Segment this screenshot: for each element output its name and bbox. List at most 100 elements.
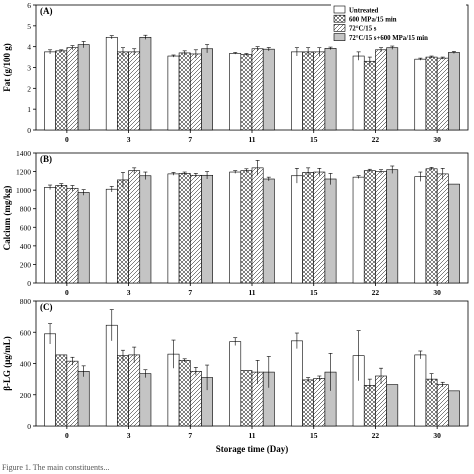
bar xyxy=(386,47,399,131)
y-tick-label: 5 xyxy=(27,22,31,31)
legend-swatch xyxy=(333,5,346,14)
y-tick-label: 400 xyxy=(20,360,32,369)
y-tick-label: 2 xyxy=(27,84,31,93)
bar xyxy=(324,178,337,284)
legend-label: 72°C/15 s+600 MPa/15 min xyxy=(349,35,428,42)
y-tick-label: 6 xyxy=(27,1,31,10)
bar xyxy=(77,44,90,131)
bar xyxy=(436,57,449,131)
bar xyxy=(425,168,438,284)
y-tick-label: 200 xyxy=(20,260,32,269)
x-tick-label: 0 xyxy=(65,288,69,297)
bar xyxy=(313,171,326,284)
bar xyxy=(128,51,141,131)
panel-a: (A) 0 1 2 3 4 5 6 Fat (g/100 g) 0 3 7 11 15 22 30 xyxy=(2,1,469,144)
x-tick-label: 22 xyxy=(372,135,380,144)
bar xyxy=(117,355,129,427)
x-tick-label: 15 xyxy=(310,431,318,440)
bar xyxy=(302,172,315,284)
x-tick-label: 30 xyxy=(433,288,441,297)
y-tick-label: 800 xyxy=(20,205,32,214)
bar xyxy=(128,354,141,427)
bar xyxy=(178,52,191,131)
bar xyxy=(386,169,399,284)
legend-label: Untreated xyxy=(349,7,379,14)
bar xyxy=(251,167,264,284)
bar xyxy=(128,170,141,284)
x-tick-label: 7 xyxy=(188,288,192,297)
bar xyxy=(240,170,253,284)
bar xyxy=(66,47,79,131)
legend-label: 600 MPa/15 min xyxy=(349,17,397,24)
legend: Untreated 600 MPa/15 min 72°C/15 s 72°C/15 … xyxy=(331,4,466,44)
bar xyxy=(240,370,253,427)
y-axis-label: β-LG (μg/mL) xyxy=(2,336,12,391)
bar xyxy=(425,56,438,131)
y-axis-label: Calcium (mg/kg) xyxy=(2,186,12,251)
bar xyxy=(66,187,79,284)
x-tick-label: 3 xyxy=(127,288,131,297)
x-tick-label: 30 xyxy=(433,431,441,440)
bar xyxy=(291,175,303,284)
y-tick-label: 600 xyxy=(20,328,32,337)
legend-label: 72°C/15 s xyxy=(349,26,377,33)
y-tick-label: 0 xyxy=(27,126,31,135)
bar xyxy=(229,341,242,427)
x-tick-label: 0 xyxy=(65,135,69,144)
y-tick-label: 200 xyxy=(20,391,32,400)
y-tick-label: 1200 xyxy=(16,168,31,177)
bar xyxy=(189,53,202,131)
bar xyxy=(44,187,56,284)
x-tick-label: 11 xyxy=(248,135,255,144)
y-tick-label: 0 xyxy=(27,422,31,431)
x-tick-label: 3 xyxy=(127,135,131,144)
x-tick-label: 30 xyxy=(433,135,441,144)
bar xyxy=(229,53,242,131)
bar xyxy=(201,48,213,131)
bar xyxy=(139,175,152,284)
bar xyxy=(167,55,180,131)
bar xyxy=(55,50,68,131)
bar xyxy=(44,51,56,131)
bar xyxy=(448,183,460,284)
y-tick-label: 600 xyxy=(20,223,32,232)
x-tick-label: 0 xyxy=(65,431,69,440)
bar xyxy=(77,192,90,284)
y-tick-label: 0 xyxy=(27,279,31,288)
legend-swatch xyxy=(333,14,346,23)
x-tick-label: 15 xyxy=(310,135,318,144)
bar xyxy=(352,55,365,131)
y-tick-label: 3 xyxy=(27,64,31,73)
bar xyxy=(139,36,152,131)
x-tick-label: 7 xyxy=(188,135,192,144)
bar xyxy=(66,360,79,427)
bar xyxy=(117,51,129,131)
bar xyxy=(44,333,56,427)
bar xyxy=(436,173,449,284)
panel-b: (B) 0 200 400 600 800 1000 1200 1400 Calcium (mg/… xyxy=(2,149,469,297)
bar xyxy=(201,174,213,284)
bar xyxy=(448,52,460,131)
bar xyxy=(386,384,399,427)
bar xyxy=(105,188,118,284)
bar xyxy=(167,173,180,284)
bar xyxy=(291,340,303,427)
y-tick-label: 800 xyxy=(20,297,32,306)
x-tick-label: 11 xyxy=(248,288,255,297)
bar xyxy=(262,48,275,131)
bar xyxy=(313,378,326,427)
legend-box xyxy=(331,4,466,44)
bar xyxy=(251,48,264,131)
bar xyxy=(302,51,315,131)
bar xyxy=(178,173,191,284)
x-axis-label: Storage time (Day) xyxy=(216,444,288,454)
bar xyxy=(105,36,118,131)
y-tick-label: 1000 xyxy=(16,186,31,195)
bar xyxy=(448,390,460,427)
bar xyxy=(77,371,90,427)
bar xyxy=(363,60,376,131)
bar xyxy=(363,170,376,284)
x-tick-label: 22 xyxy=(372,431,380,440)
y-axis-label: Fat (g/100 g) xyxy=(2,43,12,92)
